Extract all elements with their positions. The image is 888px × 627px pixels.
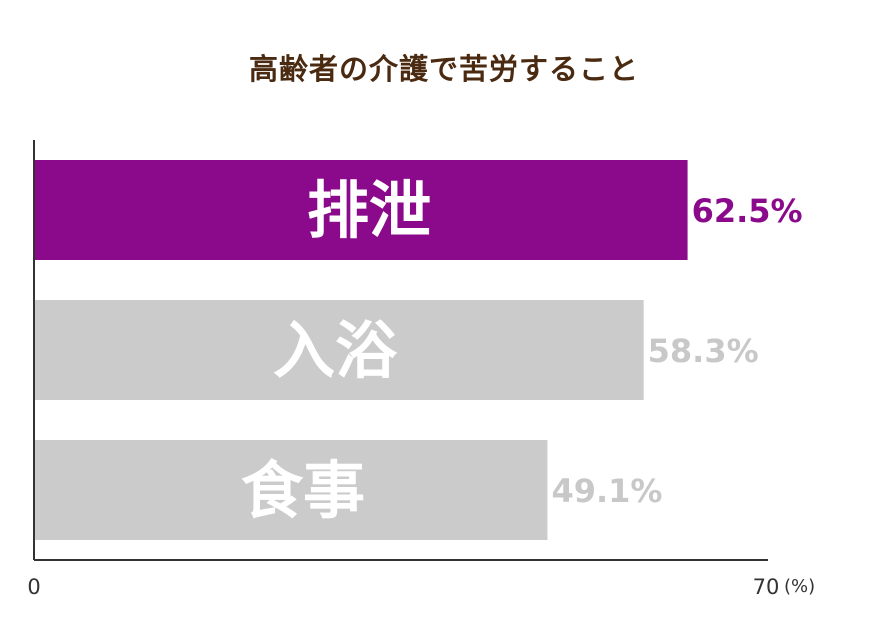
bar-category-label-2: 入浴: [273, 314, 398, 387]
bar-value-label-2: 58.3%: [648, 332, 759, 370]
bar-category-label-3: 食事: [241, 454, 365, 527]
x-tick-label-min: 0: [27, 575, 40, 599]
bar-category-label-1: 排泄: [307, 174, 431, 247]
bar-value-label-1: 62.5%: [692, 192, 803, 230]
chart-title: 高齢者の介護で苦労すること: [248, 52, 639, 86]
x-axis-unit: (%): [784, 576, 815, 597]
bar-2: [34, 300, 644, 400]
bar-value-label-3: 49.1%: [551, 472, 662, 510]
bar-3: [34, 440, 548, 540]
bar-1: [34, 160, 688, 260]
x-tick-label-max: 70: [753, 575, 780, 599]
